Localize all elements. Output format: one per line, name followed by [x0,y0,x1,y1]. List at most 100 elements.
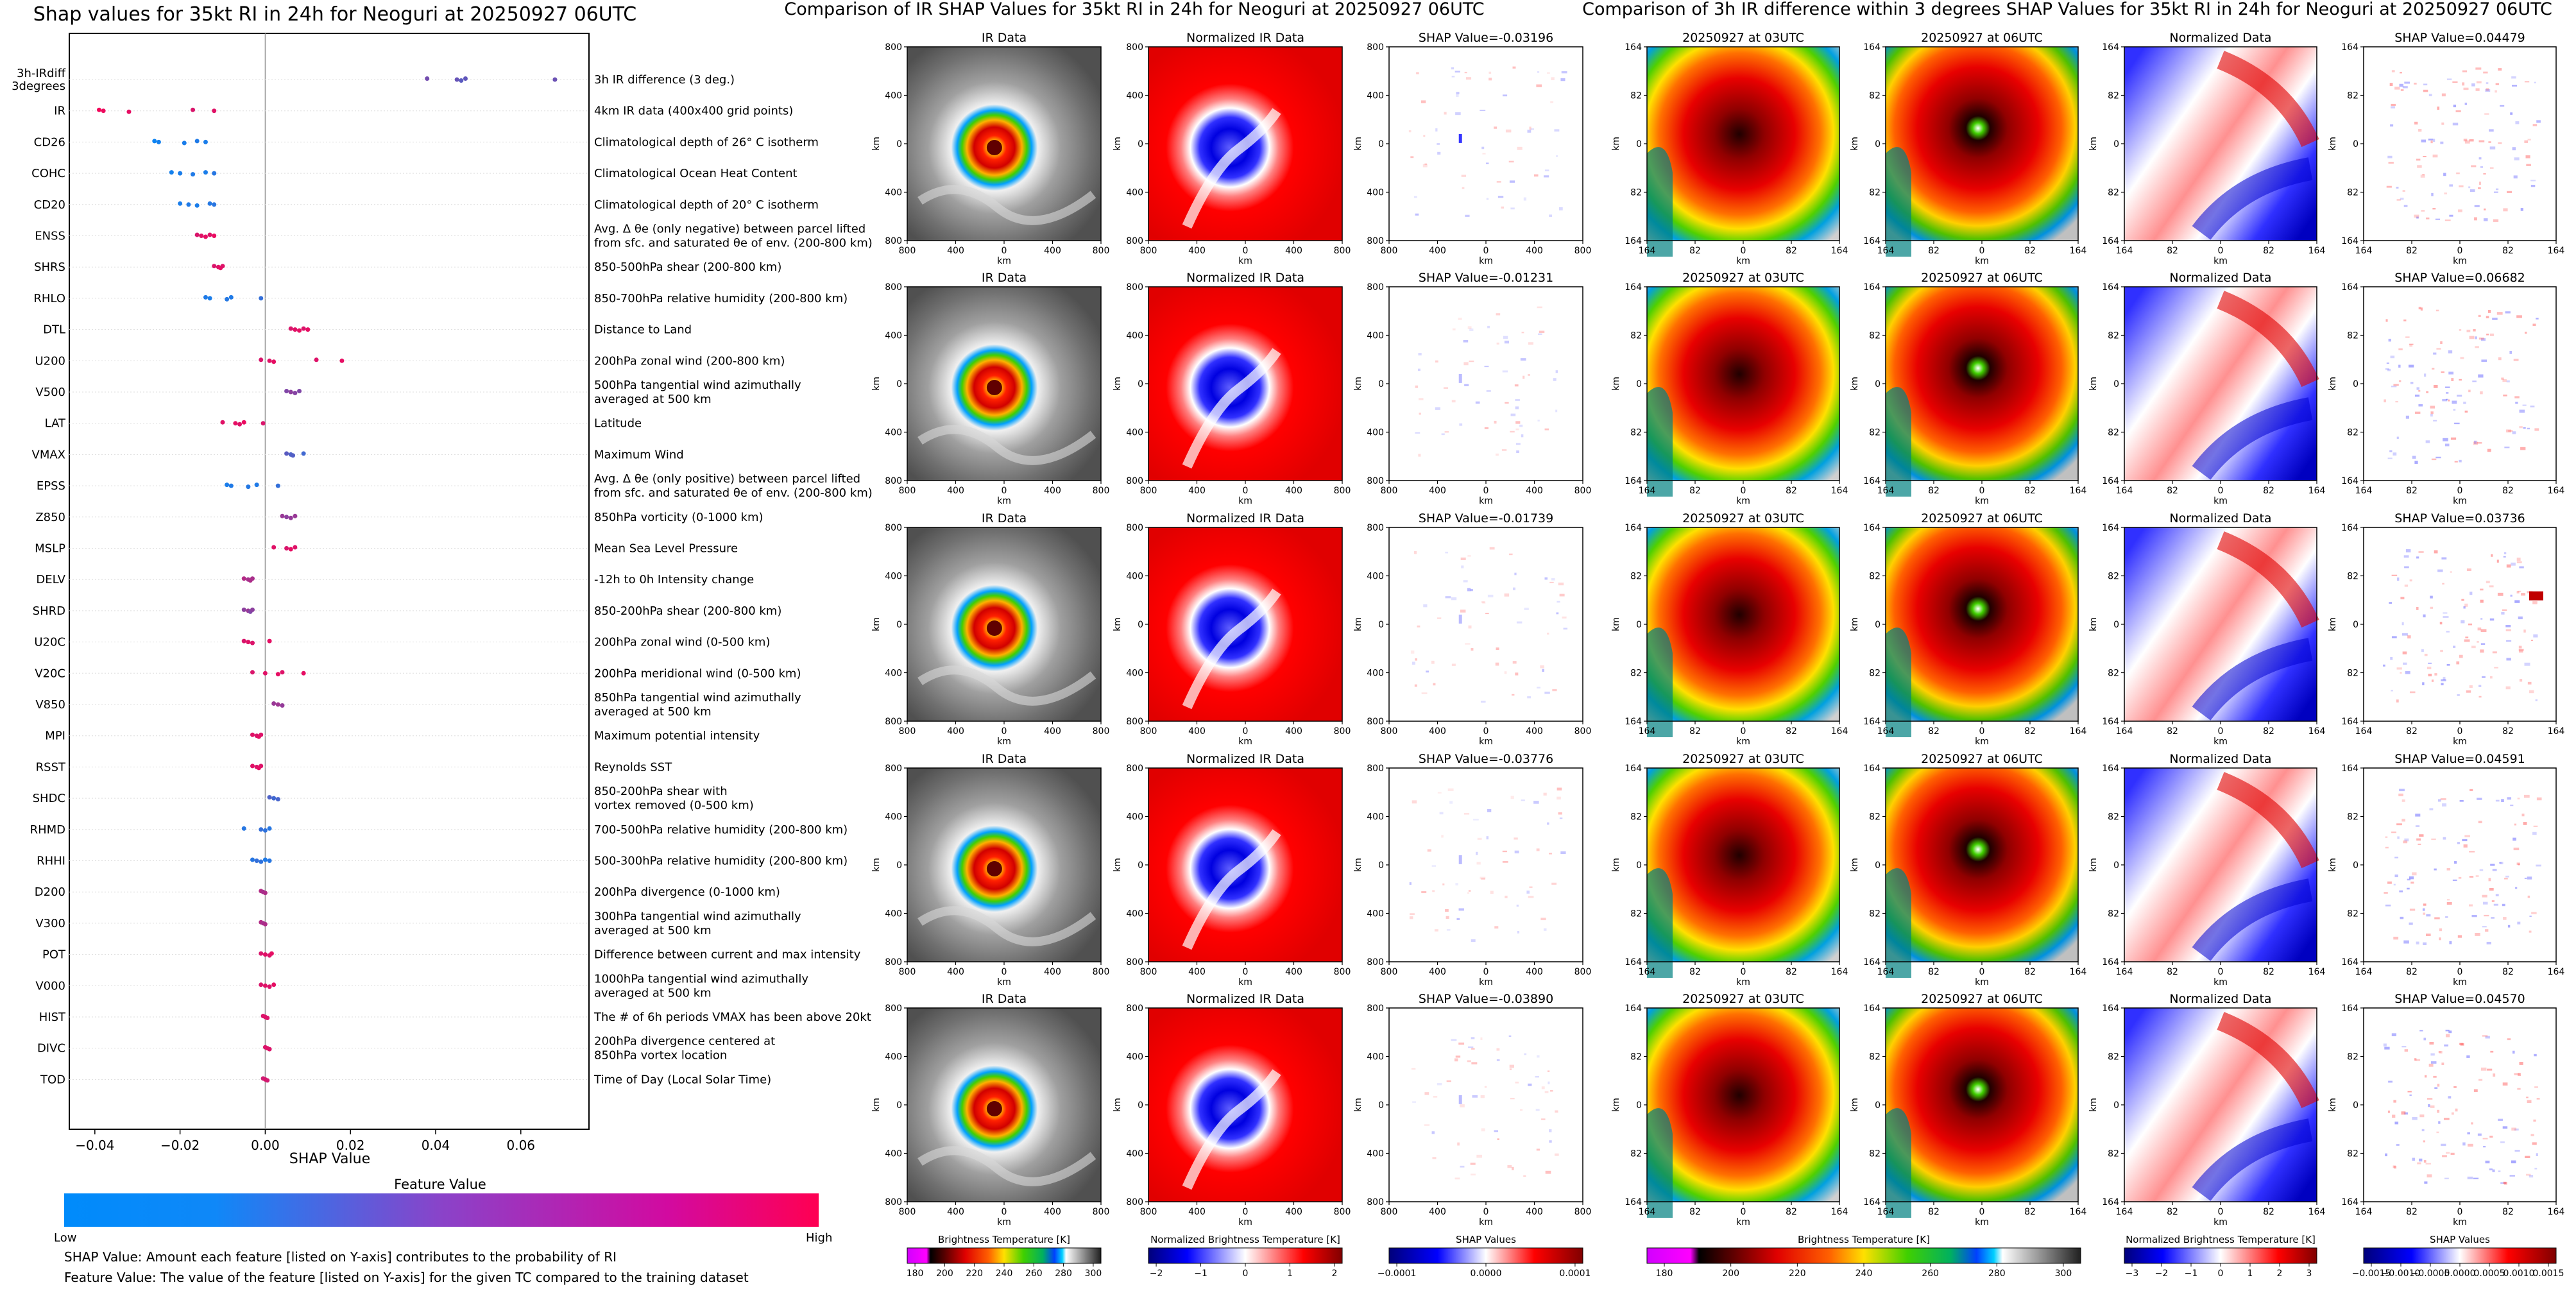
y-tick-label: 400 [1367,188,1384,198]
shap-speck [2477,1133,2482,1136]
y-tick-label: 82 [2347,428,2358,438]
shap-speck [2516,315,2522,318]
shap-speck [1411,1068,1416,1070]
shap-speck [1467,555,1471,557]
shap-speck [2402,190,2405,192]
shap-point [267,826,272,831]
shap-speck [1494,926,1499,929]
shap-speck [2427,667,2432,670]
x-tick-label: 400 [1285,486,1302,496]
shap-hotspot [1458,855,1462,864]
footnote-feature-value: Feature Value: The value of the feature … [64,1270,749,1285]
shap-speck [1414,684,1417,687]
shap-speck [2487,309,2491,313]
y-tick-label: 800 [1126,523,1143,533]
shap-speck [2504,447,2510,448]
shap-speck [2498,1118,2503,1121]
shap-speck [2478,696,2482,698]
x-tick-label: 400 [947,726,964,737]
shap-speck [2444,1177,2449,1179]
y-tick-label: 800 [1367,236,1384,246]
subplot-title: IR Data [982,31,1027,45]
x-tick-label: 82 [1786,246,1797,256]
shap-point [271,545,277,550]
shap-point [250,576,255,581]
shap-speck [1558,812,1562,815]
shap-speck [2465,636,2469,638]
y-tick-label: 800 [1367,42,1384,53]
shap-speck [1465,643,1471,645]
shap-speck [2416,606,2419,610]
x-tick-label: 0 [1243,726,1249,737]
shap-speck [2479,869,2484,871]
y-tick-label: 164 [2341,1197,2358,1208]
shap-point [297,389,302,393]
shap-speck [1519,424,1523,427]
shap-speck [2467,1176,2473,1180]
y-axis-label: km [1611,137,1621,151]
ir-shap-map [1389,287,1583,481]
shap-speck [2452,81,2458,83]
subplot-title: Normalized Data [2169,31,2271,45]
shap-speck [2405,415,2409,419]
shap-speck [2432,368,2435,370]
shap-speck [2487,448,2491,452]
x-axis-label: SHAP Value [289,1151,370,1167]
shap-point [254,482,259,488]
y-tick-label: 164 [1863,236,1881,246]
shap-speck [1437,1082,1442,1086]
shap-speck [2416,216,2419,219]
y-tick-label: 400 [1126,1149,1143,1159]
shap-speck [2489,1136,2493,1138]
positive-band [2217,1012,2319,1109]
shap-speck [1419,413,1421,415]
y-tick-label: 164 [2102,717,2119,727]
colorbar-tick-label: 0 [2218,1268,2224,1279]
shap-speck [1412,662,1415,665]
shap-speck [2536,1153,2538,1156]
shap-speck [2399,83,2403,87]
y-tick-label: 0 [1378,620,1384,630]
shap-speck [1543,792,1547,796]
y-tick-label: 800 [885,523,902,533]
shap-speck [1517,146,1523,150]
shap-speck [2448,350,2453,354]
shap-point [250,764,255,769]
shap-speck [2486,316,2489,319]
shap-speck [2416,941,2419,944]
shap-point [293,391,298,395]
y-tick-label: 800 [1367,1003,1384,1014]
shap-hotspot [1458,133,1462,143]
y-tick-label: 0 [2113,1100,2119,1111]
shap-speck [1537,687,1540,689]
x-tick-label: 800 [1334,1207,1351,1217]
colorbar [1646,1247,2081,1264]
shap-speck [2532,124,2538,126]
shap-speck [2443,676,2446,680]
y-tick-label: 82 [1869,91,1881,101]
y-tick-label: 82 [2347,909,2358,919]
shap-speck [2459,185,2464,187]
shap-point [293,545,298,550]
colorbar-tick-label: 1 [2248,1268,2253,1279]
subplot-title: Normalized IR Data [1186,511,1304,525]
shap-speck [2414,461,2418,464]
shap-speck [2476,81,2482,83]
shap-speck [1415,213,1419,216]
shap-speck [1512,587,1515,590]
shap-point [305,327,311,332]
feature-description-label: 500hPa tangential wind azimuthally [594,379,801,392]
x-axis-label: km [2453,256,2467,266]
shap-speck [2385,846,2389,849]
shap-speck [1416,72,1419,74]
shap-speck [2440,649,2443,653]
shap-speck [1476,862,1481,865]
colorbar-tick-label: −0.0001 [1378,1268,1417,1279]
shap-speck [2483,1146,2486,1148]
feature-code-label: POT [42,948,66,962]
shap-speck [2503,552,2507,554]
shap-speck [1528,342,1533,345]
cloud-band [917,185,1096,225]
shap-speck [2414,82,2417,85]
y-tick-label: 82 [2347,91,2358,101]
